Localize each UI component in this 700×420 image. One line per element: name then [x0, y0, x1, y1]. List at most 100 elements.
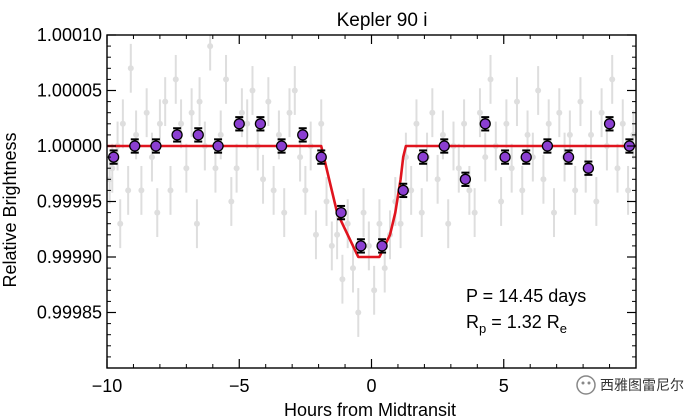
unbinned-point — [408, 187, 415, 194]
y-axis-label: Relative Brightness — [0, 132, 20, 287]
watermark: 西雅图雷尼尔 — [576, 375, 684, 395]
unbinned-point — [127, 65, 134, 72]
transit-model-layer — [107, 144, 636, 259]
binned-data-point — [499, 151, 511, 163]
binned-data-point — [479, 118, 491, 130]
binned-data-point — [417, 151, 429, 163]
unbinned-point — [466, 187, 473, 194]
binned-data-point — [603, 118, 616, 130]
unbinned-point — [572, 187, 579, 194]
unbinned-point — [381, 265, 388, 272]
x-tick-label: 5 — [499, 376, 509, 396]
unbinned-point — [275, 131, 282, 138]
binned-data-point — [562, 151, 575, 163]
unbinned-point — [125, 187, 132, 194]
binned-data-point — [335, 206, 347, 219]
unbinned-point — [286, 109, 293, 116]
unbinned-point — [566, 131, 573, 138]
unbinned-point — [418, 209, 425, 216]
unbinned-point — [119, 120, 126, 127]
chart-title: Kepler 90 i — [337, 10, 428, 31]
unbinned-point — [238, 109, 245, 116]
binned-data-point — [254, 118, 267, 130]
unbinned-point — [334, 231, 341, 238]
unbinned-point — [196, 98, 203, 105]
unbinned-point — [133, 131, 140, 138]
unbinned-point — [188, 109, 195, 116]
unbinned-point — [162, 98, 169, 105]
unbinned-point — [260, 176, 267, 183]
unbinned-point — [397, 220, 404, 227]
unbinned-point — [455, 165, 462, 172]
unbinned-point — [318, 120, 325, 127]
unbinned-point — [434, 176, 441, 183]
unbinned-point — [360, 209, 367, 216]
binned-data-point — [150, 140, 162, 152]
unbinned-point — [148, 154, 155, 161]
unbinned-point — [445, 220, 452, 227]
unbinned-point — [109, 165, 116, 172]
period-annotation: P = 14.45 days — [466, 286, 586, 306]
x-axis-label: Hours from Midtransit — [284, 400, 456, 420]
watermark-text: 西雅图雷尼尔 — [600, 378, 684, 394]
y-tick-label: 1.00010 — [37, 25, 102, 45]
unbinned-point — [312, 231, 319, 238]
unbinned-point — [519, 187, 526, 194]
unbinned-point — [244, 120, 251, 127]
radius-symbol: R — [466, 312, 479, 332]
unbinned-point — [556, 109, 563, 116]
y-tick-label: 0.99985 — [37, 303, 102, 323]
unbinned-point — [577, 98, 584, 105]
binned-data-point — [520, 151, 532, 163]
x-tick-label: −5 — [229, 376, 250, 396]
unbinned-point — [593, 198, 600, 205]
radius-annotation: Rp = 1.32 Re — [466, 312, 567, 336]
unbinned-point — [212, 165, 219, 172]
radius-subscript-p: p — [479, 321, 486, 336]
unbinned-point — [376, 220, 383, 227]
unbinned-point — [193, 220, 200, 227]
unbinned-point — [508, 165, 515, 172]
unbinned-point — [297, 154, 304, 161]
radius-value: = 1.32 R — [486, 312, 560, 332]
wechat-logo-eye-icon — [587, 381, 591, 385]
x-tick-label: 0 — [366, 376, 376, 396]
binned-data-layer — [107, 116, 636, 254]
unbinned-point — [183, 165, 190, 172]
unbinned-point — [217, 131, 224, 138]
unbinned-data-layer — [106, 35, 637, 337]
binned-data-point — [275, 140, 288, 152]
binned-data-point — [438, 140, 450, 152]
unbinned-point — [619, 120, 626, 127]
unbinned-point — [551, 209, 558, 216]
unbinned-point — [228, 198, 235, 205]
unbinned-point — [339, 276, 346, 283]
unbinned-point — [513, 98, 520, 105]
unbinned-point — [291, 87, 298, 94]
unbinned-point — [503, 120, 510, 127]
binned-data-point — [297, 129, 309, 141]
radius-subscript-e: e — [560, 321, 567, 336]
unbinned-point — [178, 120, 185, 127]
unbinned-point — [365, 242, 372, 249]
unbinned-point — [207, 43, 214, 50]
unbinned-point — [355, 309, 362, 316]
unbinned-point — [625, 187, 632, 194]
unbinned-point — [540, 176, 547, 183]
unbinned-point — [471, 209, 478, 216]
unbinned-point — [535, 87, 542, 94]
unbinned-point — [117, 220, 124, 227]
unbinned-point — [349, 265, 356, 272]
unbinned-point — [344, 220, 351, 227]
unbinned-point — [143, 109, 150, 116]
unbinned-point — [270, 187, 277, 194]
binned-data-point — [192, 129, 204, 141]
binned-data-point — [376, 240, 388, 252]
unbinned-point — [429, 109, 436, 116]
unbinned-point — [461, 120, 468, 127]
unbinned-point — [371, 287, 378, 294]
binned-data-point — [397, 184, 409, 197]
unbinned-point — [413, 120, 420, 127]
unbinned-point — [614, 165, 621, 172]
